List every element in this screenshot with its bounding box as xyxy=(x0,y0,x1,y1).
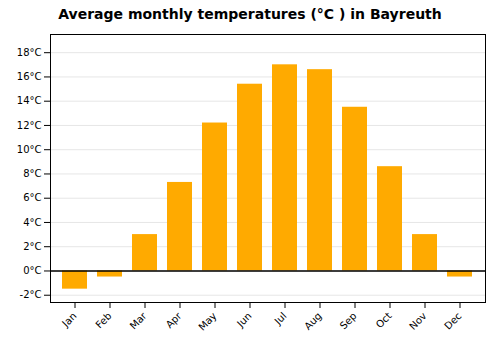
svg-text:Jul: Jul xyxy=(272,310,289,327)
svg-text:Sep: Sep xyxy=(338,310,359,331)
svg-text:May: May xyxy=(196,310,218,332)
svg-text:8°C: 8°C xyxy=(23,168,41,179)
svg-text:14°C: 14°C xyxy=(17,95,42,106)
svg-text:Oct: Oct xyxy=(374,310,394,330)
svg-text:Apr: Apr xyxy=(164,310,185,331)
svg-text:16°C: 16°C xyxy=(17,71,42,82)
svg-text:Nov: Nov xyxy=(407,310,429,332)
svg-text:10°C: 10°C xyxy=(17,144,42,155)
svg-text:Jan: Jan xyxy=(59,310,78,329)
svg-text:18°C: 18°C xyxy=(17,47,42,58)
svg-text:12°C: 12°C xyxy=(17,120,42,131)
svg-text:Jun: Jun xyxy=(234,310,254,330)
svg-text:Dec: Dec xyxy=(442,310,463,331)
html-text:Average monthly temperatures (: Average monthly temperatures (°C ) in Ba… xyxy=(58,6,442,22)
svg-text:Mar: Mar xyxy=(128,310,150,332)
svg-text:Aug: Aug xyxy=(302,310,324,332)
svg-text:-2°C: -2°C xyxy=(20,289,42,300)
svg-text:4°C: 4°C xyxy=(23,217,41,228)
svg-text:2°C: 2°C xyxy=(23,241,41,252)
svg-text:Feb: Feb xyxy=(93,310,113,330)
svg-text:0°C: 0°C xyxy=(23,265,41,276)
svg-text:6°C: 6°C xyxy=(23,192,41,203)
